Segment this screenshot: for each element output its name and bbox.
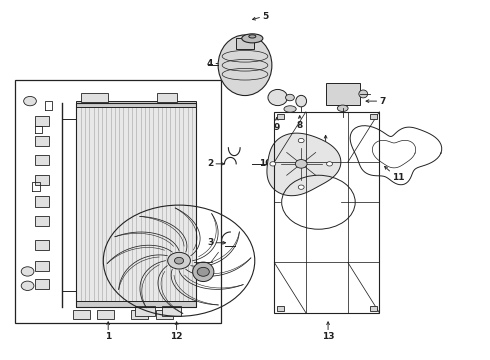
Text: 12: 12 — [171, 332, 183, 341]
Circle shape — [298, 185, 304, 189]
Ellipse shape — [193, 262, 214, 282]
Bar — [162, 306, 181, 316]
Text: 1: 1 — [105, 332, 111, 341]
Bar — [73, 310, 90, 319]
Bar — [277, 306, 284, 311]
Ellipse shape — [218, 35, 272, 95]
Text: 6: 6 — [322, 146, 329, 155]
Bar — [131, 310, 148, 319]
Circle shape — [174, 257, 184, 264]
Text: 3: 3 — [207, 238, 213, 247]
Bar — [369, 306, 377, 311]
Bar — [35, 216, 49, 226]
Circle shape — [327, 162, 332, 166]
Bar — [35, 155, 49, 165]
Ellipse shape — [249, 35, 256, 38]
Bar — [277, 114, 284, 119]
Text: 5: 5 — [262, 12, 269, 21]
Bar — [81, 93, 108, 102]
Text: 13: 13 — [322, 332, 334, 341]
Ellipse shape — [268, 89, 288, 105]
Text: 10: 10 — [260, 159, 272, 168]
Circle shape — [21, 281, 34, 291]
Text: 7: 7 — [379, 96, 386, 105]
Bar — [35, 197, 49, 207]
Bar — [35, 261, 49, 271]
Circle shape — [295, 159, 307, 168]
Ellipse shape — [296, 95, 307, 107]
Bar — [157, 93, 176, 102]
Ellipse shape — [286, 94, 294, 101]
Bar — [76, 103, 196, 307]
Bar — [15, 80, 221, 323]
Bar — [35, 135, 49, 145]
Bar — [135, 306, 155, 316]
Bar — [326, 83, 360, 105]
Circle shape — [21, 267, 34, 276]
Circle shape — [197, 267, 209, 276]
Bar — [76, 301, 196, 307]
Circle shape — [270, 162, 276, 166]
Bar — [35, 239, 49, 249]
Bar — [76, 101, 196, 107]
Bar — [35, 116, 49, 126]
Text: 2: 2 — [207, 159, 213, 168]
Bar — [156, 310, 173, 319]
Circle shape — [168, 252, 191, 269]
Ellipse shape — [337, 105, 348, 112]
Circle shape — [298, 138, 304, 143]
Bar — [35, 279, 49, 289]
Ellipse shape — [359, 90, 368, 98]
Bar — [236, 38, 254, 49]
Bar — [274, 112, 379, 313]
Bar — [76, 103, 196, 307]
Ellipse shape — [242, 34, 263, 43]
Bar — [369, 114, 377, 119]
Circle shape — [24, 96, 36, 106]
Text: 8: 8 — [296, 121, 303, 130]
Text: 11: 11 — [392, 173, 404, 182]
Bar — [35, 175, 49, 185]
Ellipse shape — [284, 106, 296, 112]
Bar — [97, 310, 114, 319]
Polygon shape — [267, 133, 341, 196]
Text: 9: 9 — [273, 123, 280, 132]
Text: 4: 4 — [207, 59, 213, 68]
